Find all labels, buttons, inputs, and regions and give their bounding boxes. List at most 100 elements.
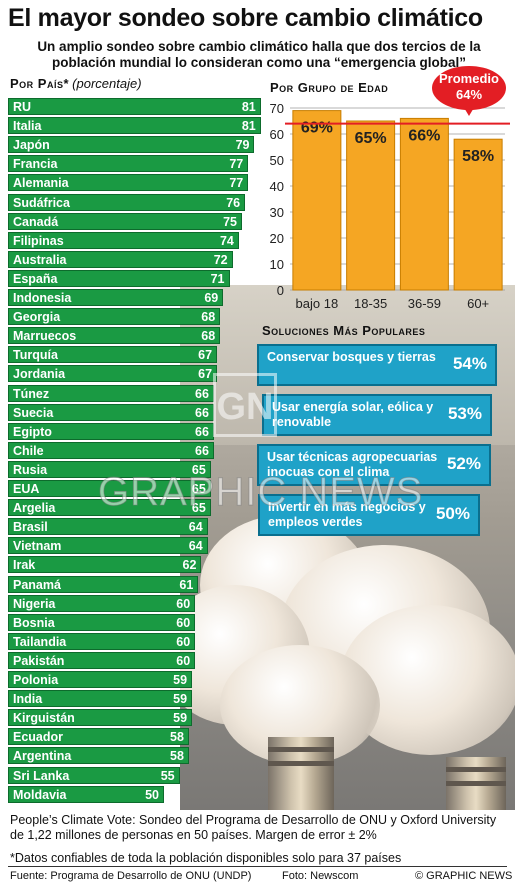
survey-notes: People’s Climate Vote: Sondeo del Progra… [10,813,497,842]
country-bar-label: Marruecos [13,329,77,344]
country-bar: Egipto 66 [8,422,214,440]
country-bar-label: Sudáfrica [13,195,70,210]
watermark-text: GRAPHIC NEWS [97,470,424,515]
y-tick-label: 0 [277,283,284,298]
y-tick-label: 30 [270,205,284,220]
solution-box-agriculture: Usar técnicas agropecuarias inocuas con … [257,444,491,486]
solution-box-green-jobs: Invertir en más negocios y empleos verde… [258,494,480,536]
country-bar-value: 61 [179,577,194,592]
country-bar-label: Pakistán [13,653,65,668]
solution-label: Usar técnicas agropecuarias inocuas con … [267,450,438,479]
country-bar-value: 69 [204,291,219,305]
country-bar: Bosnia 60 [8,613,196,631]
x-tick-label: 60+ [467,296,489,311]
country-bar-label: India [13,692,43,707]
country-bar: Tailandia 60 [8,632,196,650]
country-bar-label: RU [13,100,32,114]
country-bar-value: 60 [176,596,191,611]
country-bar-label: Túnez [13,386,50,401]
y-tick-label: 70 [270,101,284,116]
x-tick-label: 36-59 [408,296,441,311]
x-tick-label: bajo 18 [296,296,339,311]
country-bar-value: 76 [226,195,241,210]
country-bar-value: 65 [191,462,206,477]
country-bar-value: 64 [188,520,203,535]
age-bar-value: 65% [355,130,387,147]
footer-divider [8,866,507,867]
country-bar-value: 66 [195,424,209,439]
age-bar-value: 66% [408,127,440,144]
country-bar: RU 81 [8,98,261,115]
country-bar-value: 59 [173,673,188,687]
country-bar-label: Japón [13,138,50,153]
country-bar-label: Georgia [13,310,61,325]
photo-credit: Foto: Newscom [282,870,359,882]
country-bar: Australia 72 [8,250,233,268]
country-bar: España 71 [8,269,230,287]
average-bubble: Promedio 64% [432,66,506,116]
copyright: © GRAPHIC NEWS [415,870,513,882]
country-bar-value: 60 [176,615,191,630]
country-bar: Canadá 75 [8,212,242,230]
country-bar-value: 50 [145,787,159,802]
country-bar: Argentina 58 [8,747,189,765]
y-tick-label: 20 [270,231,284,246]
country-bar: Polonia 59 [8,671,193,688]
country-bar-label: Ecuador [13,730,64,745]
country-bar-value: 67 [198,367,213,382]
country-bar-value: 68 [201,329,216,344]
country-bar-label: Turquía [13,348,58,363]
solutions-heading: Soluciones Más Populares [262,323,426,338]
age-bar-value: 58% [462,148,494,165]
country-bar-value: 75 [223,214,237,229]
country-bar-label: Australia [13,252,67,267]
country-bar: Japón 79 [8,136,255,154]
country-bar-label: Irak [13,558,36,573]
solution-box-forests: Conservar bosques y tierras 54% [257,344,497,386]
country-bar-label: Francia [13,157,58,172]
country-bar: Nigeria 60 [8,594,196,612]
country-bar-label: Canadá [13,214,59,229]
country-bar-value: 58 [170,749,184,764]
age-bar [453,138,503,291]
country-bar-label: Sri Lanka [13,768,70,783]
average-label: Promedio [439,71,499,86]
country-bar-value: 66 [195,386,209,401]
country-bar-value: 67 [198,348,213,363]
country-bar-value: 71 [210,271,225,286]
country-bar: Indonesia 69 [8,289,224,306]
country-bar: Suecia 66 [8,403,214,421]
y-tick-label: 50 [270,153,284,168]
country-bar-label: Polonia [13,673,59,687]
country-bar-value: 74 [219,233,234,248]
country-bar-label: Kirguistán [13,711,75,726]
country-bar-label: Vietnam [13,539,62,554]
tower-band [268,747,334,752]
country-bar-value: 77 [229,157,244,172]
country-bar-value: 68 [201,310,216,325]
country-bar-label: Chile [13,443,44,458]
age-bar [399,117,449,291]
country-bar: Túnez 66 [8,384,214,402]
cooling-tower-right [446,757,506,810]
y-tick-label: 40 [270,179,284,194]
country-bar-label: Nigeria [13,596,56,611]
age-bar [292,110,342,291]
age-bar-value: 69% [301,120,333,137]
country-bar-value: 60 [176,653,191,668]
country-bar: Argelia 65 [8,499,211,517]
country-bar-label: EUA [13,482,40,496]
country-heading-asterisk: * [63,76,69,91]
country-bar-value: 65 [191,501,206,516]
country-bar: Rusia 65 [8,460,211,478]
country-bar-label: Suecia [13,405,54,420]
country-bar: Alemania 77 [8,174,249,192]
country-heading-text: Por País [10,76,64,91]
country-bar-label: Alemania [13,176,69,191]
country-bar: Vietnam 64 [8,537,208,555]
age-chart-heading: Por Grupo de Edad [270,80,389,95]
footnote: *Datos confiables de toda la población d… [10,851,402,865]
source-credit: Fuente: Programa de Desarrollo de ONU (U… [10,870,252,882]
country-bar: Francia 77 [8,155,249,173]
